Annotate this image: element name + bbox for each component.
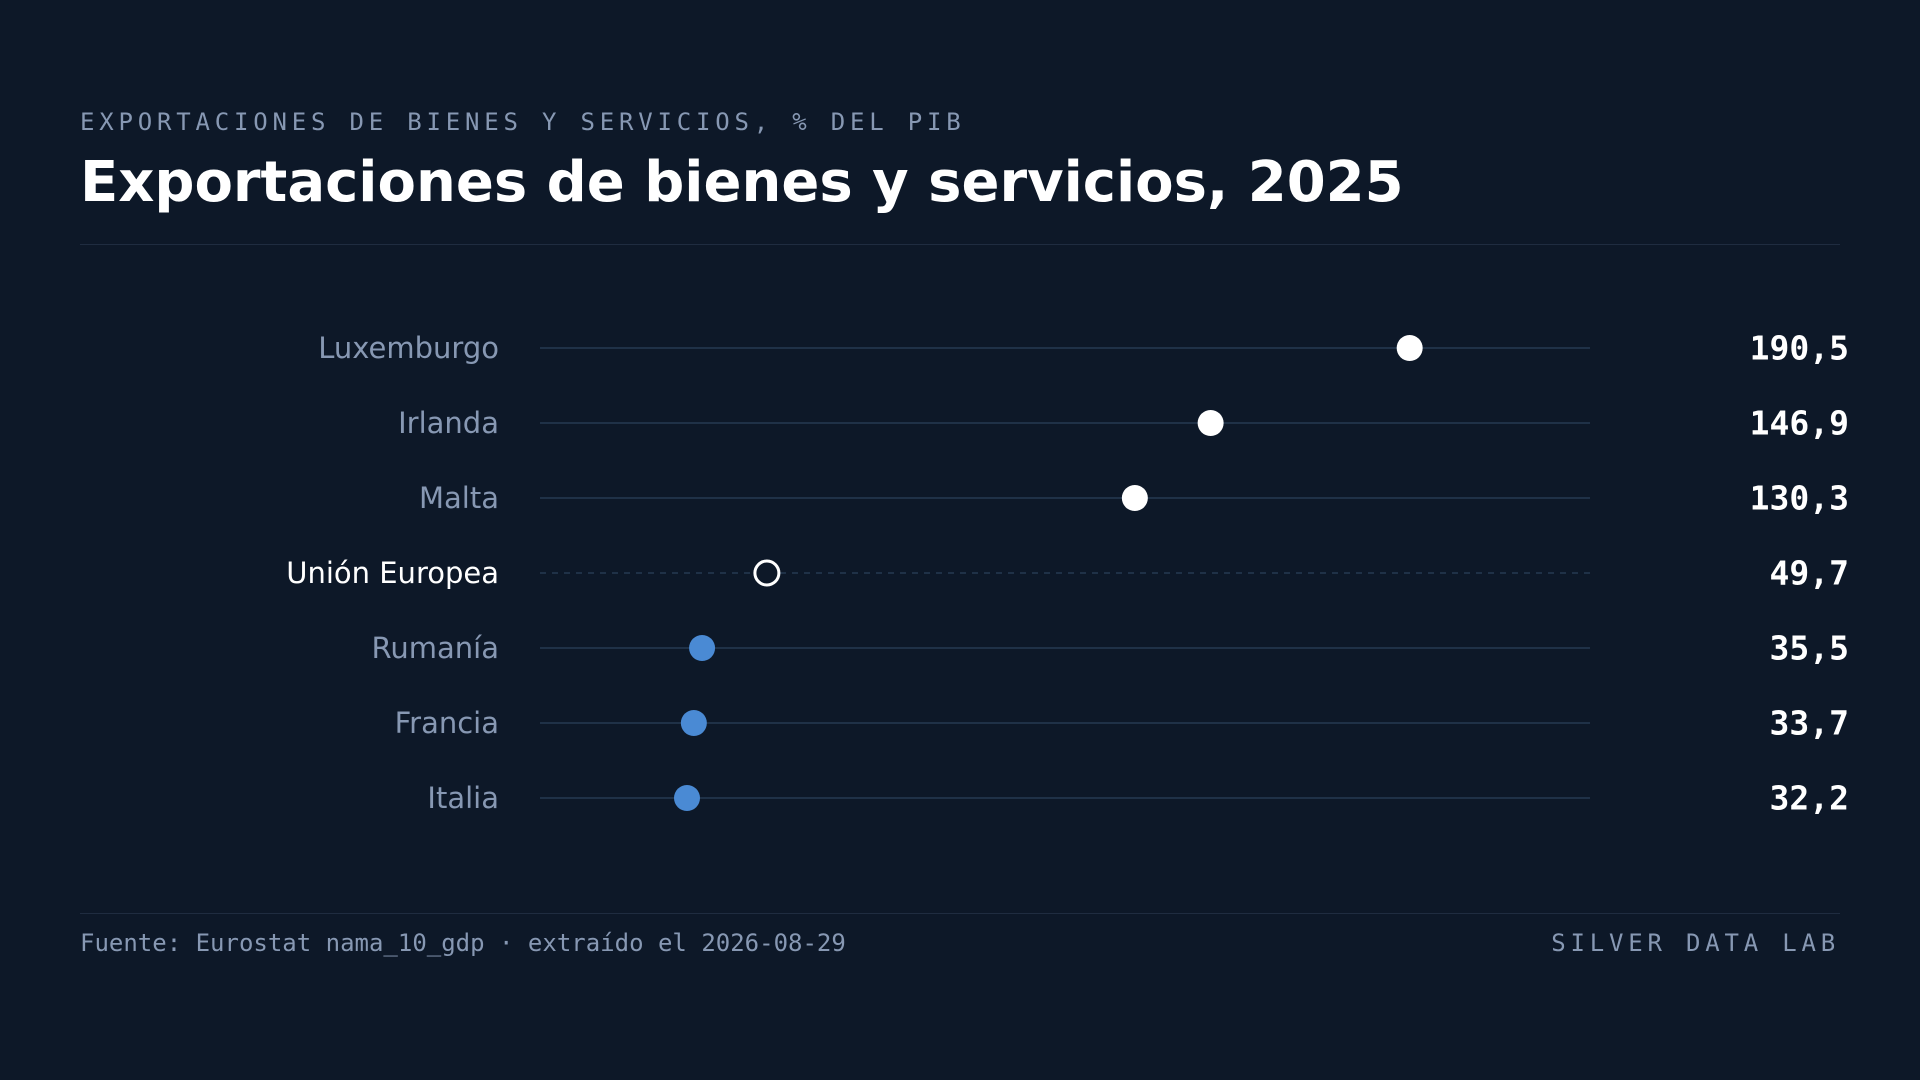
category-label: Francia (395, 706, 499, 740)
value-label: 32,2 (1770, 779, 1849, 818)
header-divider (80, 244, 1840, 245)
category-label: Rumanía (372, 631, 499, 665)
source-note: Fuente: Eurostat nama_10_gdp · extraído … (80, 929, 846, 957)
data-point (689, 635, 716, 661)
brand-mark: SILVER DATA LAB (1551, 929, 1840, 957)
category-label: Luxemburgo (318, 331, 499, 365)
category-label: Unión Europea (286, 556, 499, 590)
data-point (674, 785, 700, 811)
footer-divider (80, 913, 1840, 914)
chart-eyebrow: EXPORTACIONES DE BIENES Y SERVICIOS, % D… (80, 108, 966, 136)
data-point (1396, 335, 1423, 361)
category-label: Malta (419, 481, 499, 515)
value-label: 190,5 (1750, 329, 1849, 368)
value-label: 49,7 (1770, 554, 1849, 593)
data-point (1197, 410, 1224, 436)
data-point (1121, 485, 1148, 511)
dot-chart: Luxemburgo 190,5 Irlanda 146,9 Malta 130,3 Uni… (286, 329, 1849, 818)
value-label: 33,7 (1770, 704, 1849, 743)
chart-title: Exportaciones de bienes y servicios, 202… (80, 150, 1404, 215)
data-point (753, 559, 781, 587)
value-label: 130,3 (1750, 479, 1849, 518)
category-label: Irlanda (398, 406, 499, 440)
data-point (680, 710, 707, 736)
category-label: Italia (427, 781, 499, 815)
value-label: 35,5 (1770, 629, 1849, 668)
value-label: 146,9 (1750, 404, 1849, 443)
